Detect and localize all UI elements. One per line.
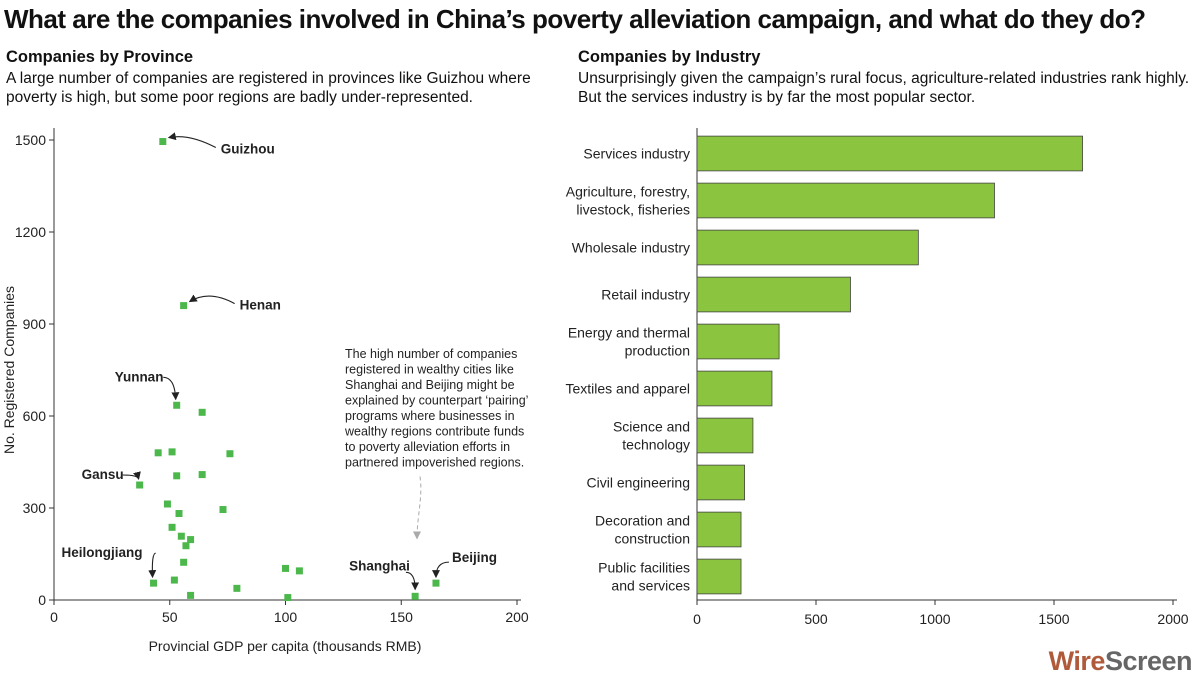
scatter-point	[182, 542, 190, 550]
scatter-point	[226, 450, 234, 458]
province-scatter-chart: 0 300 600 900 1200 1500 0 50 100 150 200 Guizhou He…	[1, 128, 529, 654]
left-panel-heading: Companies by Province	[6, 48, 194, 66]
scatter-label-henan: Henan	[240, 298, 281, 313]
bar-x-tick-label: 500	[804, 611, 828, 627]
scatter-label-shanghai: Shanghai	[349, 558, 410, 573]
bar-civil-engineering	[696, 464, 745, 501]
scatter-x-tick-label: 150	[390, 609, 414, 625]
scatter-point	[173, 472, 181, 480]
scatter-point	[284, 594, 292, 602]
wirescreen-logo: WireScreen	[1048, 646, 1193, 677]
scatter-label-arrow	[148, 552, 157, 579]
scatter-x-tick-label: 50	[162, 609, 178, 625]
scatter-x-axis-label: Provincial GDP per capita (thousands RMB…	[149, 638, 422, 654]
bar-retail-industry	[696, 276, 851, 313]
scatter-point-henan	[180, 302, 188, 310]
scatter-point	[198, 471, 206, 479]
bar-decoration-and-construction	[696, 511, 742, 548]
annotation-arrow	[413, 476, 422, 540]
bar-category-label: Services industry	[583, 146, 690, 162]
scatter-point	[180, 558, 188, 566]
bar-textiles-and-apparel	[696, 370, 773, 407]
bar-x-tick-label: 2000	[1157, 611, 1188, 627]
bar-public-facilities-and-services	[696, 558, 742, 595]
bar-x-tick-label: 0	[693, 611, 701, 627]
scatter-y-tick-label: 900	[23, 316, 47, 332]
scatter-label-arrow	[431, 561, 449, 579]
page-title: What are the companies involved in China…	[4, 4, 1146, 34]
right-panel-heading: Companies by Industry	[578, 48, 761, 66]
scatter-label-arrow	[188, 294, 235, 305]
scatter-label-arrow	[405, 571, 420, 591]
scatter-point	[170, 576, 178, 584]
scatter-label-heilongjiang: Heilongjiang	[62, 545, 143, 560]
scatter-point	[295, 567, 303, 575]
scatter-label-gansu: Gansu	[82, 467, 124, 482]
left-panel-subtitle: A large number of companies are register…	[6, 70, 531, 106]
scatter-label-arrow	[167, 132, 217, 149]
bar-x-tick-label: 1500	[1038, 611, 1069, 627]
scatter-y-tick-label: 1200	[15, 224, 46, 240]
scatter-y-tick-label: 1500	[15, 132, 46, 148]
scatter-point	[233, 584, 241, 592]
scatter-y-tick-label: 0	[38, 592, 46, 608]
scatter-point	[282, 564, 289, 572]
bar-services-industry	[696, 135, 1083, 172]
scatter-point	[219, 506, 227, 514]
scatter-label-guizhou: Guizhou	[221, 142, 275, 157]
logo-part-screen: Screen	[1104, 646, 1193, 676]
scatter-point	[154, 449, 162, 457]
bar-category-label: Agriculture, forestry, livestock, fisheri…	[566, 184, 690, 218]
scatter-label-yunnan: Yunnan	[115, 369, 164, 384]
scatter-point-shanghai	[411, 592, 419, 600]
scatter-point-heilongjiang	[150, 579, 158, 587]
bar-category-label: Public facilities and services	[598, 560, 690, 594]
scatter-point	[168, 448, 176, 456]
scatter-label-arrow	[122, 471, 141, 480]
scatter-point	[175, 510, 183, 518]
bar-category-label: Civil engineering	[586, 475, 690, 491]
bar-category-label: Wholesale industry	[572, 240, 690, 256]
scatter-y-axis-label: No. Registered Companies	[1, 286, 17, 454]
logo-part-wire: Wire	[1048, 646, 1106, 676]
scatter-point	[198, 408, 206, 416]
bar-x-tick-label: 1000	[919, 611, 950, 627]
scatter-point-guizhou	[159, 138, 167, 146]
scatter-label-beijing: Beijing	[452, 550, 497, 565]
scatter-annotation: The high number of companies registered i…	[344, 347, 528, 470]
scatter-point	[168, 523, 176, 531]
scatter-point-beijing	[432, 579, 440, 587]
bar-science-and-technology	[696, 417, 754, 454]
right-panel-subtitle: Unsurprisingly given the campaign’s rura…	[578, 70, 1190, 106]
scatter-point	[187, 591, 195, 599]
scatter-x-tick-label: 200	[505, 609, 529, 625]
scatter-point	[177, 532, 185, 540]
bar-category-label: Retail industry	[601, 287, 690, 303]
scatter-point-gansu	[136, 481, 144, 489]
bar-energy-and-thermal-production	[696, 323, 780, 360]
scatter-point-yunnan	[173, 401, 181, 409]
scatter-y-tick-label: 300	[23, 500, 47, 516]
bar-wholesale-industry	[696, 229, 919, 266]
scatter-point	[187, 536, 195, 544]
bar-category-label: Science and technology	[613, 419, 690, 453]
bar-category-label: Energy and thermal production	[568, 325, 690, 359]
scatter-y-tick-label: 600	[23, 408, 47, 424]
bar-category-label: Decoration and construction	[595, 513, 690, 547]
scatter-x-tick-label: 0	[50, 609, 58, 625]
scatter-x-tick-label: 100	[274, 609, 298, 625]
bar-category-label: Textiles and apparel	[565, 381, 690, 397]
bar-agriculture-forestry-livestock-fisheries	[696, 182, 995, 219]
scatter-label-arrow	[163, 376, 180, 401]
scatter-point	[163, 500, 171, 508]
